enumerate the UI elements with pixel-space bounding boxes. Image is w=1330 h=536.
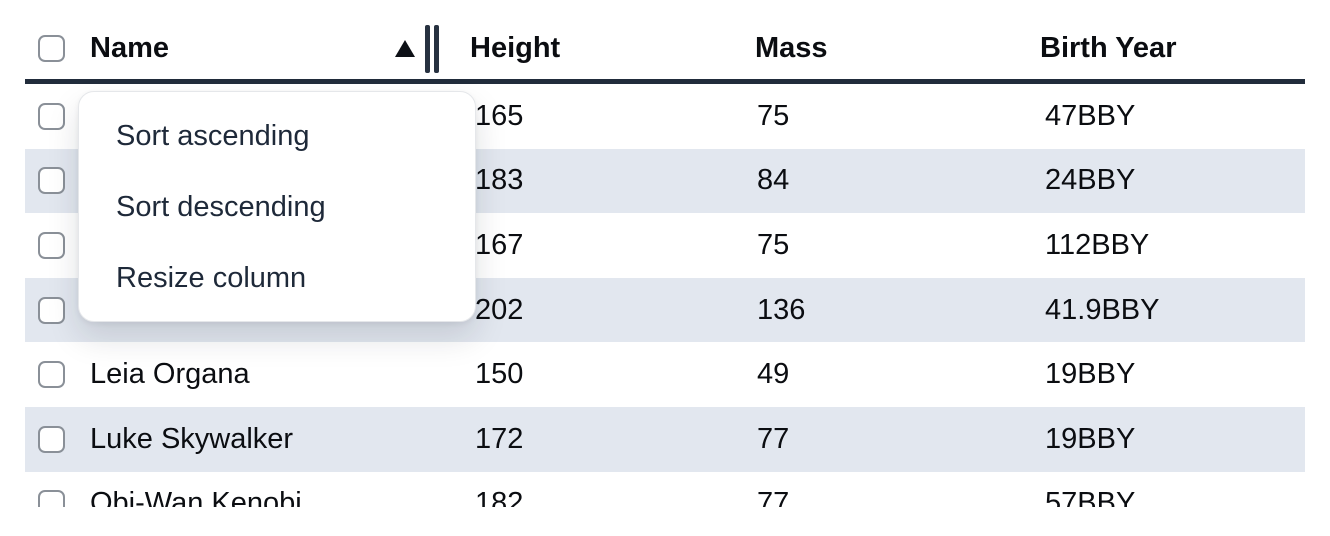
mass-cell: 75 (757, 99, 790, 132)
table-header-row: Name Height Mass Birth Year (25, 0, 1305, 84)
height-cell: 183 (475, 164, 524, 197)
height-cell: 150 (475, 358, 524, 391)
birth-year-cell: 47BBY (1045, 99, 1136, 132)
name-cell: Luke Skywalker (25, 423, 455, 456)
column-header-birth-year[interactable]: Birth Year (1025, 32, 1305, 65)
data-table: Name Height Mass Birth Year 165 75 47BBY… (25, 0, 1305, 507)
column-header-height-label: Height (470, 32, 561, 64)
select-all-checkbox[interactable] (38, 35, 65, 62)
height-cell: 202 (475, 293, 524, 326)
name-cell: Leia Organa (25, 358, 455, 391)
row-checkbox[interactable] (38, 167, 65, 195)
menu-item-sort-ascending[interactable]: Sort ascending (116, 120, 310, 152)
table-row: Leia Organa 150 49 19BBY (25, 342, 1305, 407)
column-context-menu: Sort ascending Sort descending Resize co… (78, 91, 476, 322)
mass-cell: 49 (757, 358, 790, 391)
row-checkbox[interactable] (38, 361, 65, 389)
column-header-mass[interactable]: Mass (740, 32, 1025, 65)
table-row: Obi-Wan Kenobi 182 77 57BBY (25, 471, 1305, 507)
birth-year-cell: 112BBY (1045, 228, 1150, 261)
column-header-height[interactable]: Height (455, 32, 740, 65)
column-resize-handle[interactable] (425, 24, 439, 73)
menu-item-resize-column[interactable]: Resize column (116, 262, 307, 294)
table-row: Luke Skywalker 172 77 19BBY (25, 406, 1305, 472)
mass-cell: 84 (757, 164, 790, 197)
column-header-name-label: Name (90, 32, 169, 64)
row-checkbox[interactable] (38, 490, 65, 507)
row-checkbox[interactable] (38, 296, 65, 324)
name-cell (25, 231, 455, 259)
name-cell (25, 167, 455, 195)
height-cell: 167 (475, 228, 524, 261)
mass-cell: 77 (757, 422, 790, 455)
menu-item-sort-descending[interactable]: Sort descending (116, 191, 326, 223)
mass-cell: 75 (757, 228, 790, 261)
row-checkbox[interactable] (38, 231, 65, 259)
height-cell: 165 (475, 99, 524, 132)
mass-cell: 136 (757, 293, 806, 326)
height-cell: 182 (475, 487, 524, 507)
column-header-mass-label: Mass (755, 32, 828, 64)
birth-year-cell: 41.9BBY (1045, 293, 1160, 326)
column-header-birth-year-label: Birth Year (1040, 32, 1177, 64)
birth-year-cell: 24BBY (1045, 164, 1136, 197)
column-header-name[interactable]: Name (25, 24, 455, 73)
name-cell (25, 296, 455, 324)
sort-ascending-icon (395, 40, 415, 57)
birth-year-cell: 19BBY (1045, 358, 1136, 391)
birth-year-cell: 19BBY (1045, 422, 1136, 455)
row-checkbox[interactable] (38, 102, 65, 130)
mass-cell: 77 (757, 487, 790, 507)
height-cell: 172 (475, 422, 524, 455)
birth-year-cell: 57BBY (1045, 487, 1136, 507)
name-cell (25, 102, 455, 130)
name-cell: Obi-Wan Kenobi (25, 487, 455, 507)
row-checkbox[interactable] (38, 425, 65, 453)
